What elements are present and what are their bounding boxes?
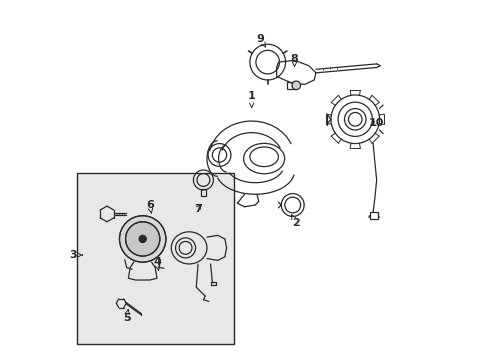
Text: 6: 6 [145, 200, 153, 213]
Bar [286, 82, 294, 89]
Circle shape [125, 222, 160, 256]
Text: 2: 2 [291, 215, 300, 228]
Bar [200, 189, 206, 196]
Bar [369, 212, 378, 219]
Text: 1: 1 [247, 91, 255, 108]
Text: 8: 8 [290, 54, 298, 67]
Circle shape [119, 216, 165, 262]
Text: 9: 9 [256, 34, 265, 47]
Text: 4: 4 [153, 257, 161, 270]
Circle shape [291, 81, 300, 90]
Bar [77, 173, 233, 344]
Text: 5: 5 [122, 310, 130, 323]
Text: 7: 7 [194, 203, 202, 213]
Text: 3: 3 [69, 250, 82, 260]
Circle shape [139, 235, 146, 243]
Text: 10: 10 [368, 118, 384, 128]
